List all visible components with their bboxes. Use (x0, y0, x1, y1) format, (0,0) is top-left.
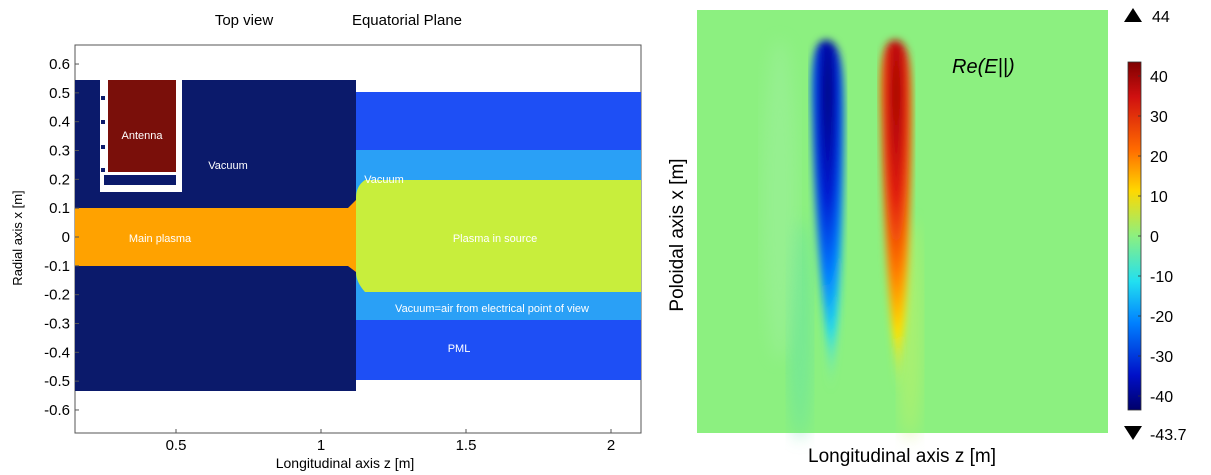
colorbar-ticks: 40 30 20 10 0 -10 -20 -30 -40 (1138, 69, 1173, 406)
y-tick-label: -0.5 (44, 373, 70, 390)
x-tick-label: 0.5 (166, 437, 187, 454)
field-label: Re(E||) (952, 56, 1015, 78)
x-axis-ticks: 0.5 1 1.5 2 (166, 429, 615, 454)
colorbar-tick-label: -40 (1150, 389, 1173, 406)
y-tick-label: -0.1 (44, 258, 70, 275)
y-tick-label: 0.3 (49, 143, 70, 160)
colorbar-tick-label: -10 (1150, 269, 1173, 286)
colorbar-tick-label: -20 (1150, 309, 1173, 326)
field-map (762, 40, 922, 440)
y-tick-label: 0 (62, 229, 70, 246)
region-plasma-source (356, 180, 641, 292)
x-tick-label: 1.5 (456, 437, 477, 454)
label-vacuum-source: Vacuum (364, 174, 404, 186)
colorbar-tick-label: 0 (1150, 229, 1159, 246)
y-tick-label: -0.4 (44, 344, 70, 361)
antenna-element (108, 80, 176, 172)
y-tick-label: -0.6 (44, 402, 70, 419)
label-antenna: Antenna (122, 130, 164, 142)
positive-field-lobe (880, 40, 912, 395)
colorbar-tick-label: 30 (1150, 109, 1168, 126)
label-pml: PML (448, 343, 471, 355)
title-top-view: Top view (215, 12, 274, 29)
label-main-plasma: Main plasma (129, 233, 192, 245)
max-value: 44 (1152, 9, 1170, 26)
region-main-plasma (75, 200, 356, 272)
label-plasma-source: Plasma in source (453, 233, 537, 245)
y-tick-label: 0.4 (49, 114, 70, 131)
right-x-axis-label: Longitudinal axis z [m] (808, 446, 996, 467)
x-tick-label: 1 (317, 437, 325, 454)
colorbar-tick-label: -30 (1150, 349, 1173, 366)
left-y-axis-label: Radial axis x [m] (10, 190, 25, 285)
label-vacuum: Vacuum (208, 160, 248, 172)
colorbar-tick-label: 20 (1150, 149, 1168, 166)
y-tick-label: 0.5 (49, 85, 70, 102)
y-tick-label: 0.6 (49, 56, 70, 73)
y-tick-label: 0.2 (49, 171, 70, 188)
left-x-axis-label: Longitudinal axis z [m] (276, 455, 415, 471)
negative-field-lobe (811, 40, 844, 395)
label-vacuum-air: Vacuum=air from electrical point of view (395, 303, 589, 315)
y-tick-label: -0.3 (44, 315, 70, 332)
colorbar-tick-label: 10 (1150, 189, 1168, 206)
down-triangle-icon (1124, 426, 1142, 440)
right-y-axis-label: Poloidal axis x [m] (667, 158, 688, 311)
x-tick-label: 2 (607, 437, 615, 454)
y-axis-ticks: 0.6 0.5 0.4 0.3 0.2 0.1 0 -0.1 -0.2 -0.3 -0.4 -0.5 -… (44, 56, 79, 419)
y-tick-label: 0.1 (49, 200, 70, 217)
svg-text:Re(E||): Re(E||) (952, 56, 1015, 78)
title-equatorial-plane: Equatorial Plane (352, 12, 462, 29)
up-triangle-icon (1124, 8, 1142, 22)
colorbar-tick-label: 40 (1150, 69, 1168, 86)
min-value: -43.7 (1150, 427, 1187, 444)
y-tick-label: -0.2 (44, 287, 70, 304)
